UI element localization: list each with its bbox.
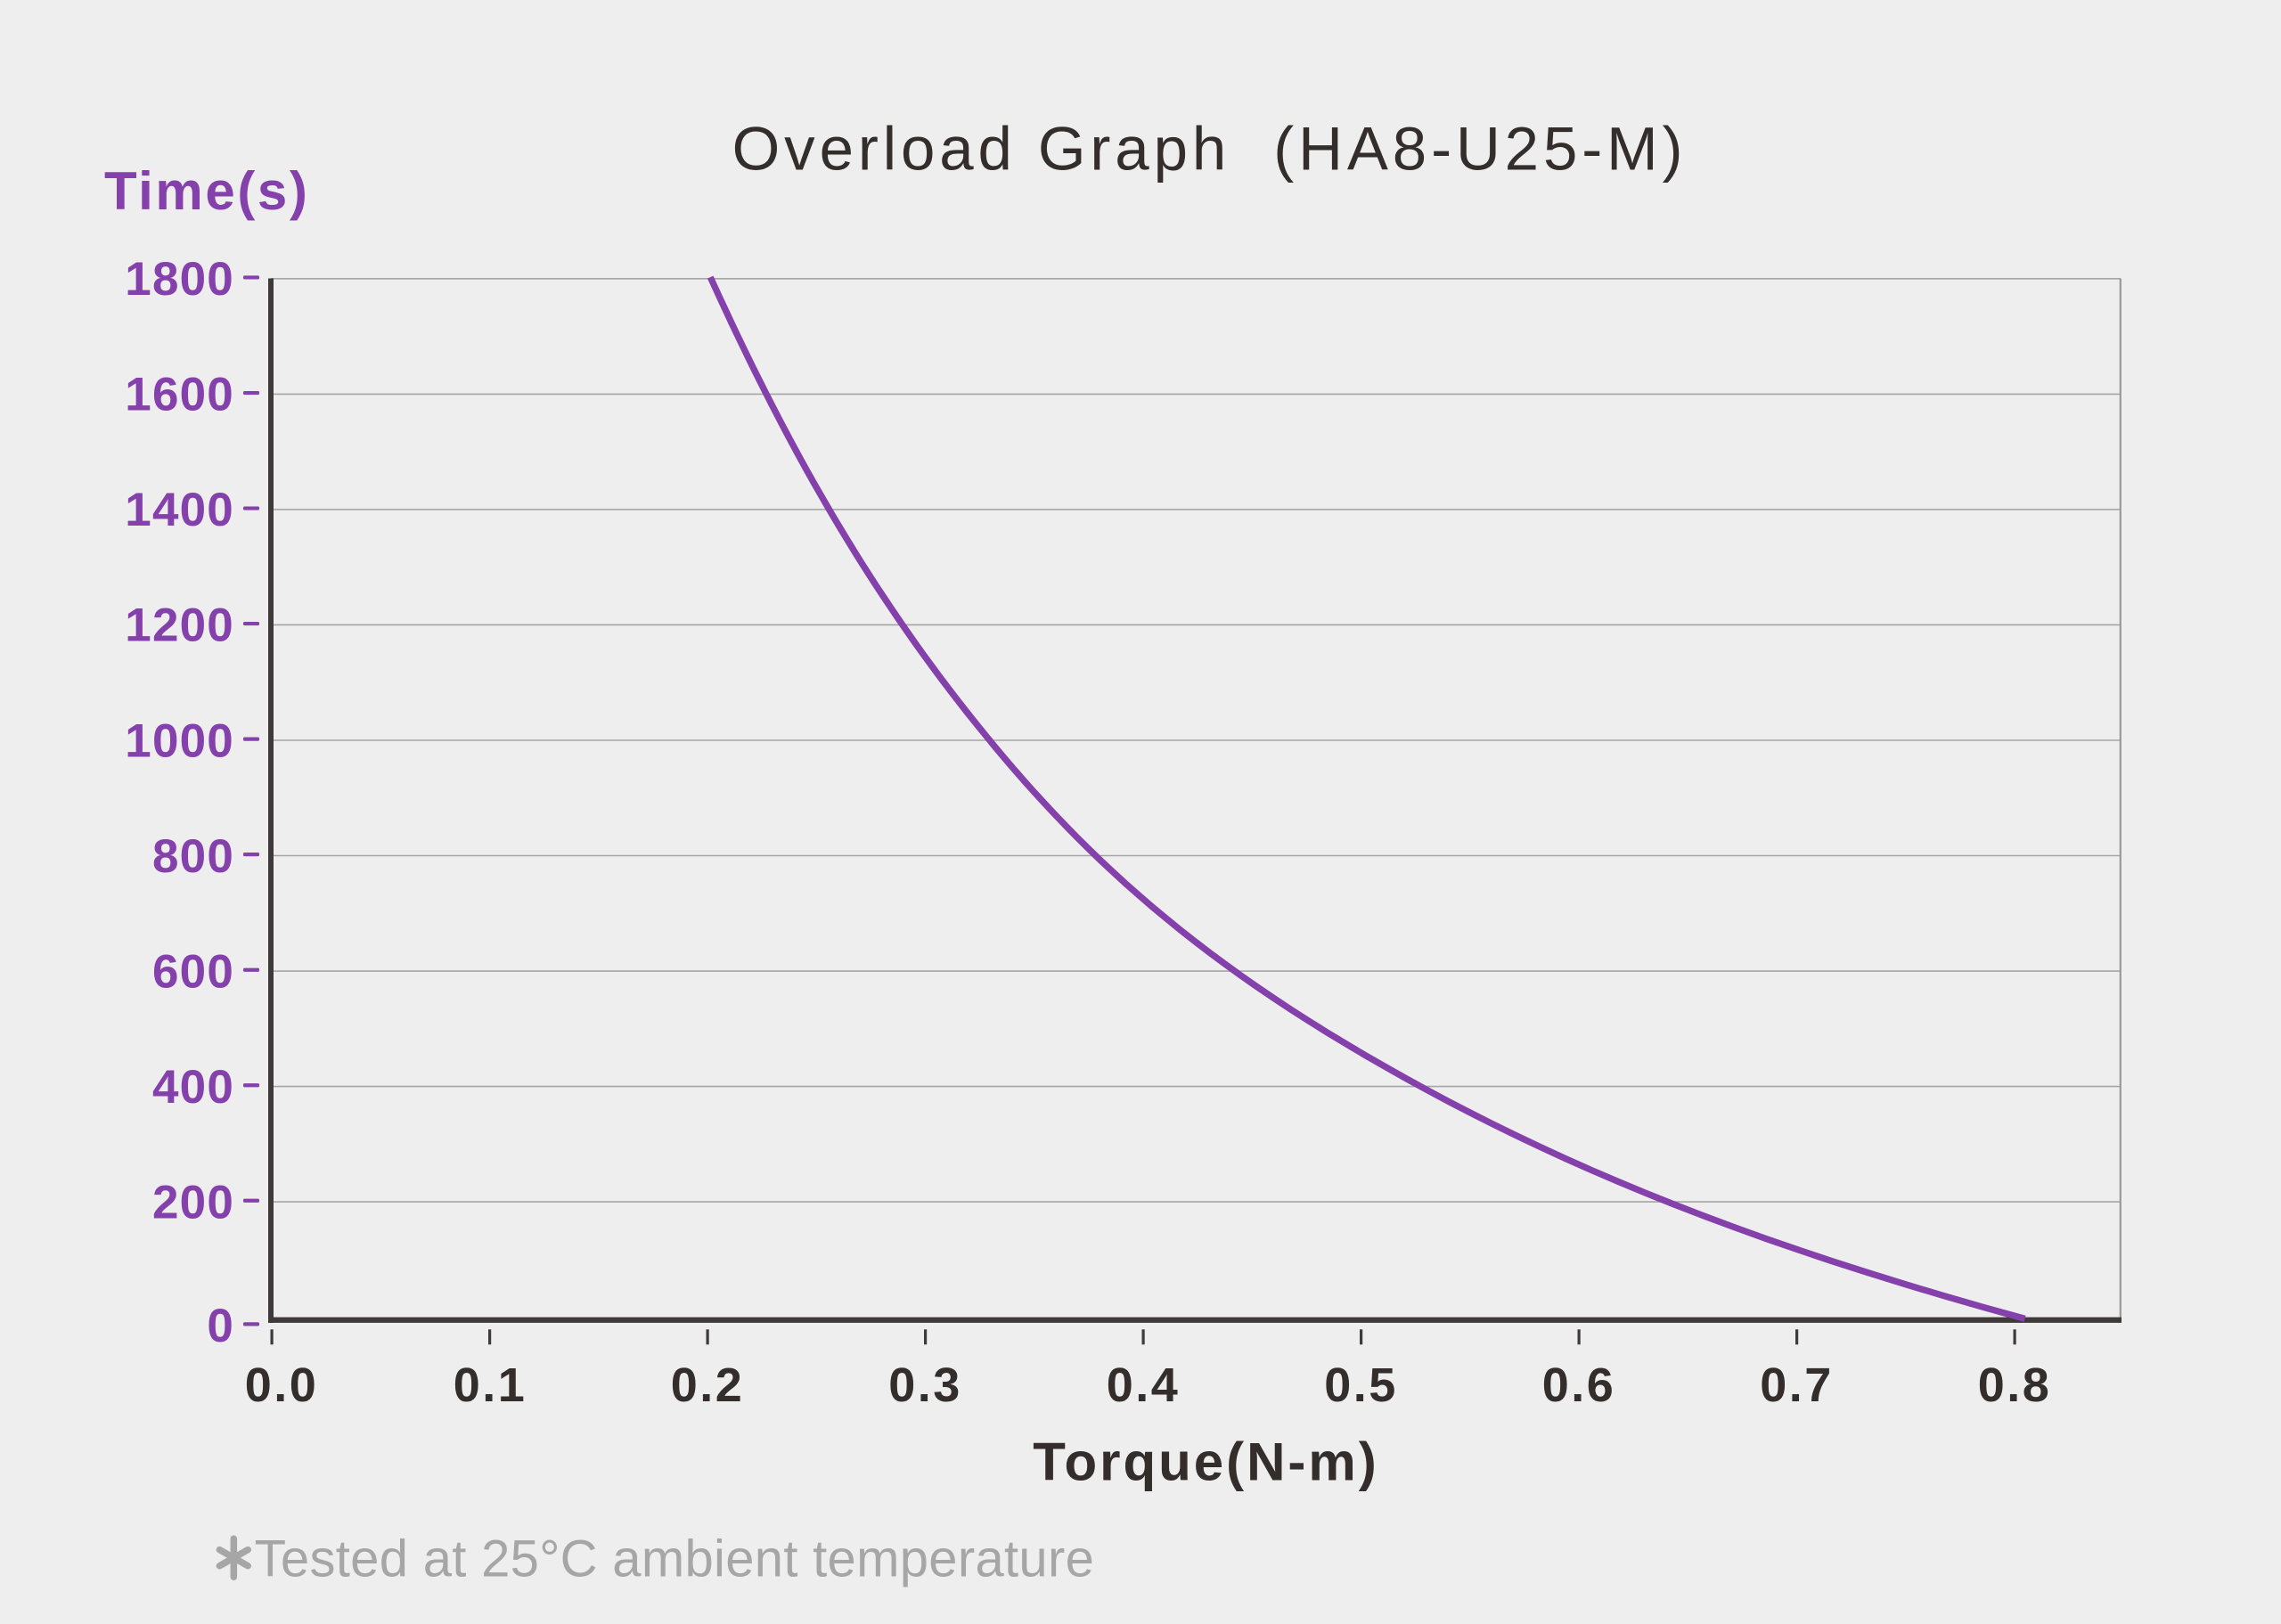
- svg-text:0.2: 0.2: [671, 1359, 745, 1412]
- svg-text:1400: 1400: [125, 484, 234, 536]
- svg-text:600: 600: [152, 946, 234, 999]
- svg-text:0.8: 0.8: [1978, 1359, 2052, 1412]
- svg-text:Torque(N-m): Torque(N-m): [1033, 1432, 1379, 1492]
- svg-text:200: 200: [152, 1177, 234, 1229]
- svg-text:Tested at 25°C ambient tempera: Tested at 25°C ambient temperature: [255, 1530, 1095, 1588]
- svg-text:0.3: 0.3: [888, 1359, 962, 1412]
- svg-text:400: 400: [152, 1061, 234, 1114]
- svg-text:0.6: 0.6: [1542, 1359, 1616, 1412]
- svg-text:1200: 1200: [125, 600, 234, 652]
- svg-text:1600: 1600: [125, 369, 234, 421]
- svg-text:1800: 1800: [125, 253, 234, 306]
- svg-text:0.0: 0.0: [245, 1359, 319, 1412]
- svg-text:Time(s): Time(s): [104, 161, 310, 221]
- svg-text:0.4: 0.4: [1107, 1359, 1181, 1412]
- svg-text:Overload Graph (HA8-U25-M): Overload Graph (HA8-U25-M): [732, 115, 1688, 184]
- svg-text:0.5: 0.5: [1324, 1359, 1398, 1412]
- svg-text:800: 800: [152, 830, 234, 883]
- svg-text:0: 0: [207, 1300, 234, 1352]
- svg-text:0.1: 0.1: [454, 1359, 527, 1412]
- svg-text:1000: 1000: [125, 714, 234, 767]
- svg-text:0.7: 0.7: [1760, 1359, 1834, 1412]
